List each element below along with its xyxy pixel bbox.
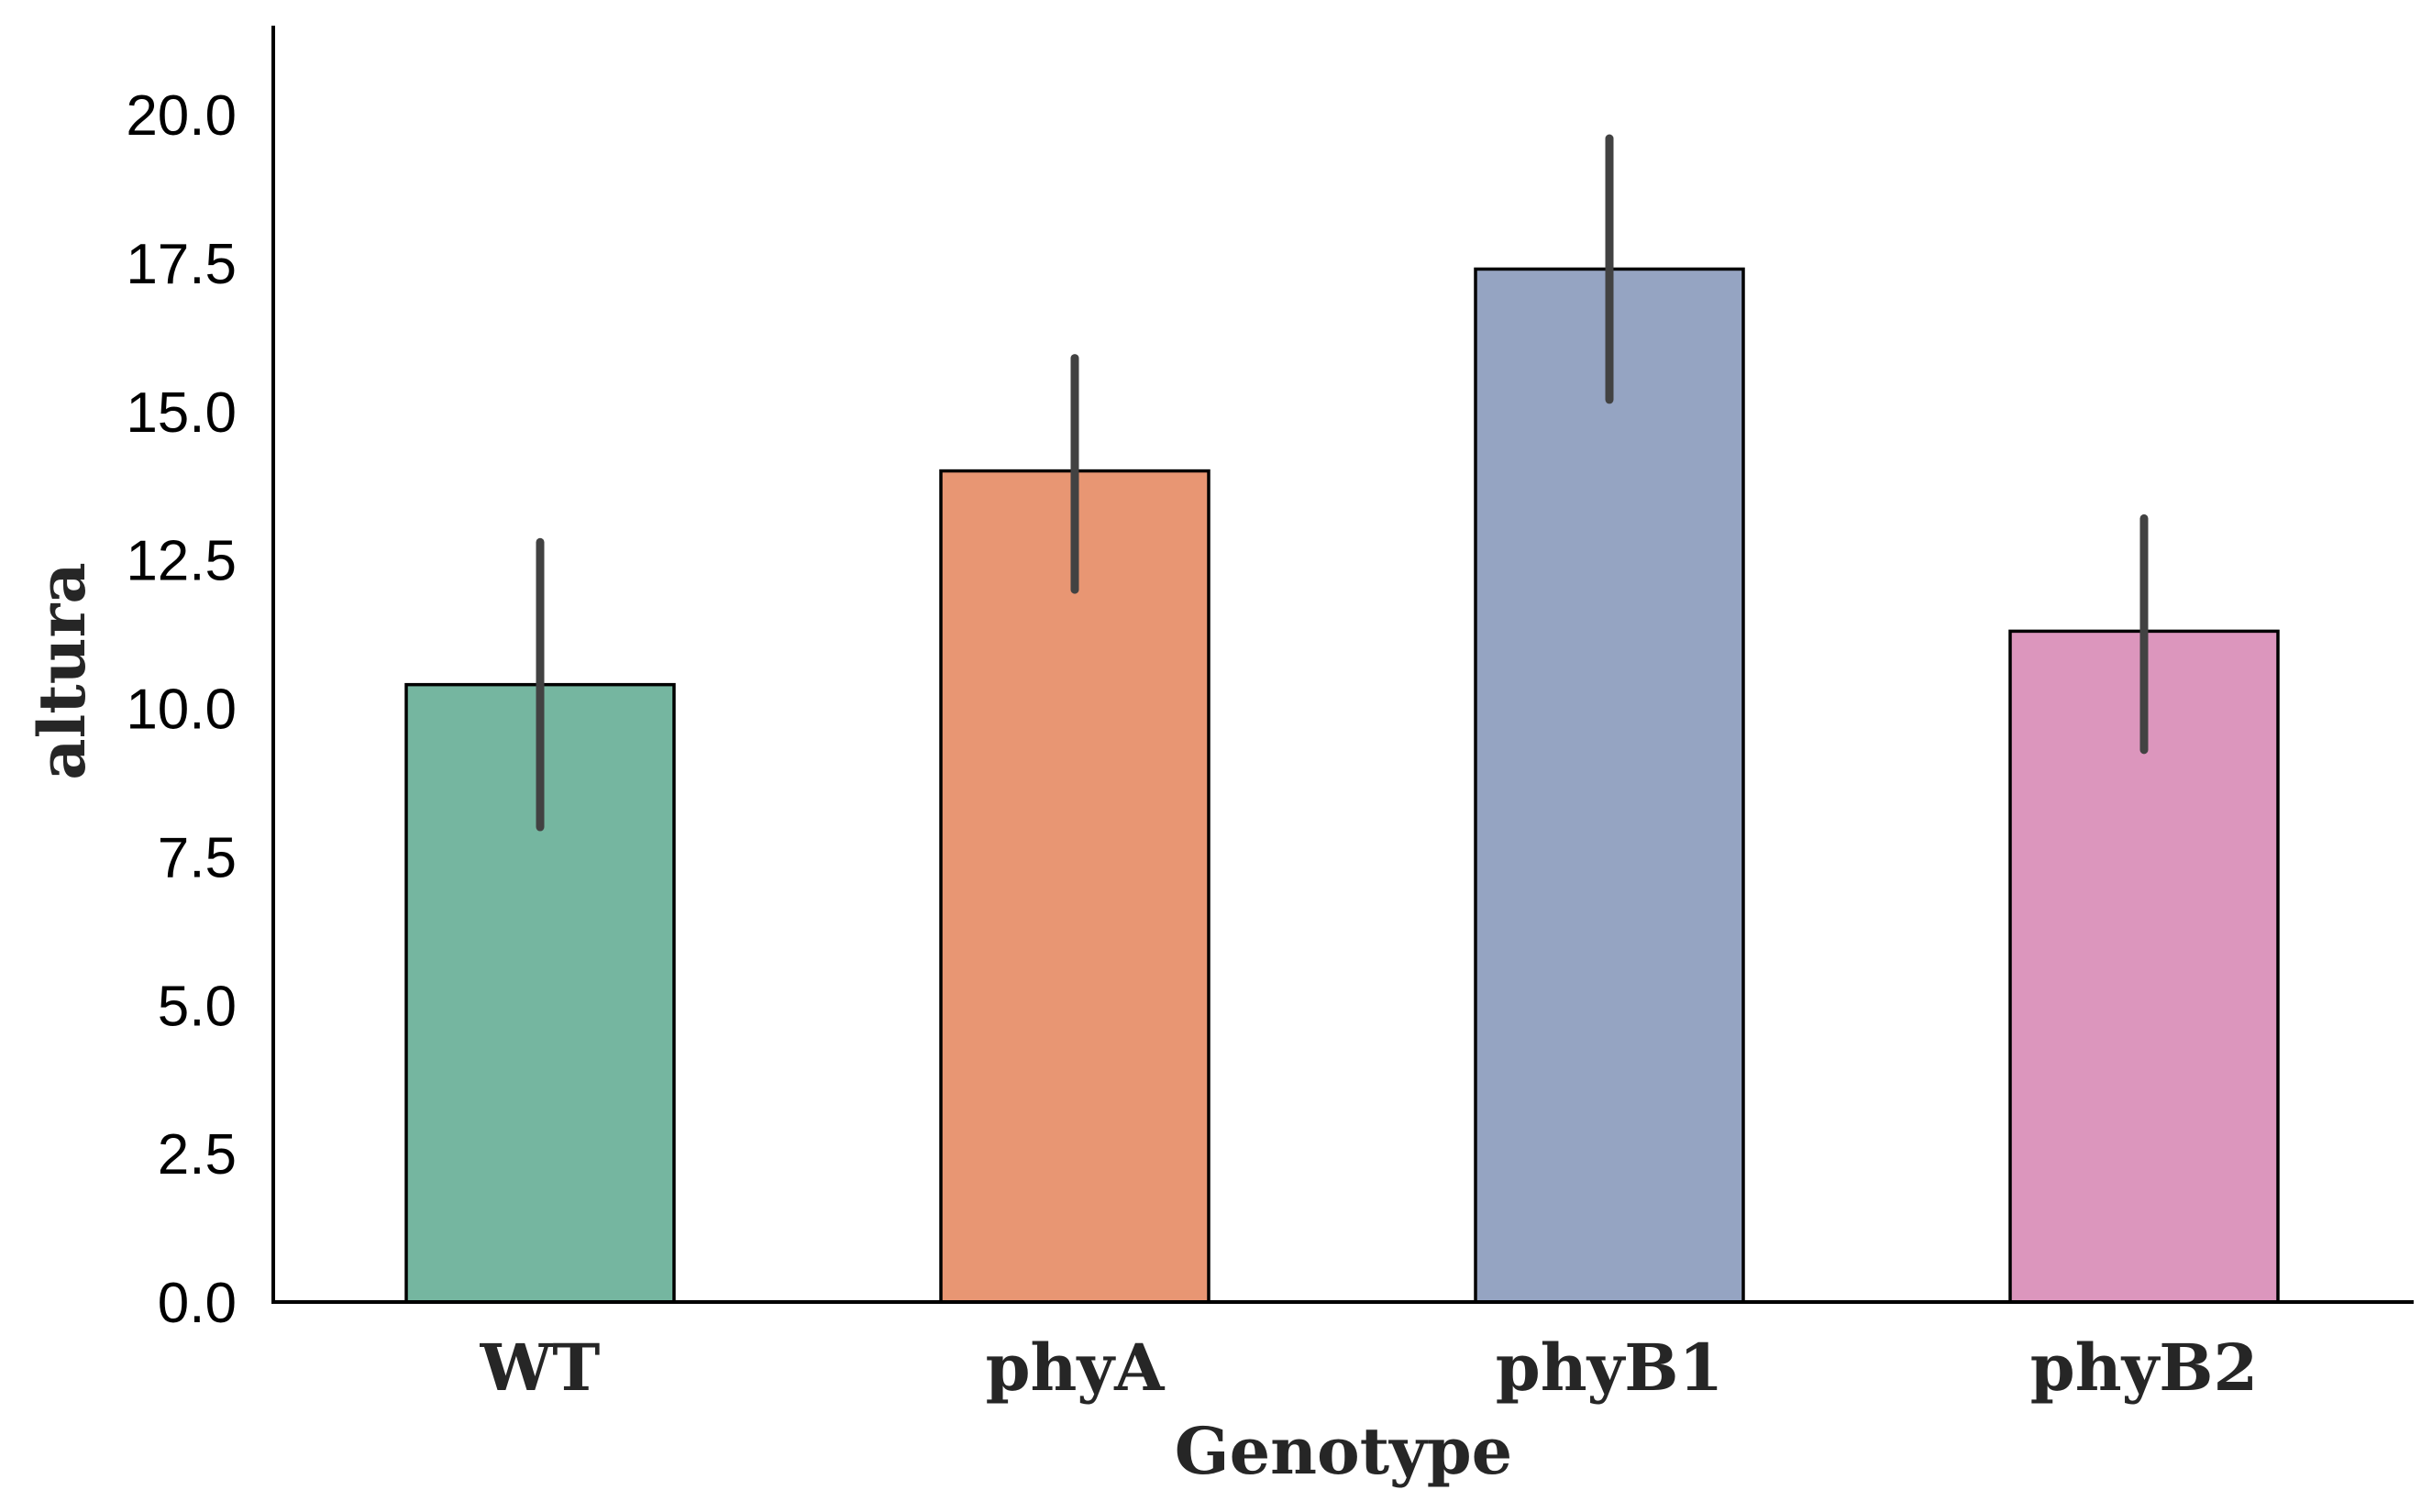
- y-tick-label: 10.0: [126, 679, 237, 742]
- y-axis-title: altura: [24, 562, 100, 779]
- y-tick-label: 2.5: [158, 1123, 237, 1186]
- bar-phya: [939, 469, 1210, 1304]
- y-tick-label: 17.5: [126, 233, 237, 296]
- y-tick-label: 7.5: [158, 826, 237, 889]
- y-tick-labels: 0.0 2.5 5.0 7.5 10.0 12.5 15.0 17.5 20.0: [126, 84, 237, 1335]
- x-tick-label: phyB1: [1496, 1330, 1723, 1406]
- x-axis-title: Genotype: [1175, 1413, 1512, 1489]
- y-tick-label: 20.0: [126, 84, 237, 148]
- bar-phyb1: [1474, 267, 1745, 1304]
- x-tick-label: WT: [480, 1330, 601, 1406]
- x-tick-labels: WT phyA phyB1 phyB2: [480, 1330, 2259, 1406]
- y-tick-label: 12.5: [126, 530, 237, 593]
- y-tick-label: 0.0: [158, 1272, 237, 1335]
- y-tick-label: 15.0: [126, 381, 237, 445]
- x-tick-label: phyB2: [2030, 1330, 2258, 1406]
- plot-area: [404, 134, 2280, 1304]
- x-tick-label: phyA: [986, 1330, 1166, 1406]
- y-tick-label: 5.0: [158, 975, 237, 1038]
